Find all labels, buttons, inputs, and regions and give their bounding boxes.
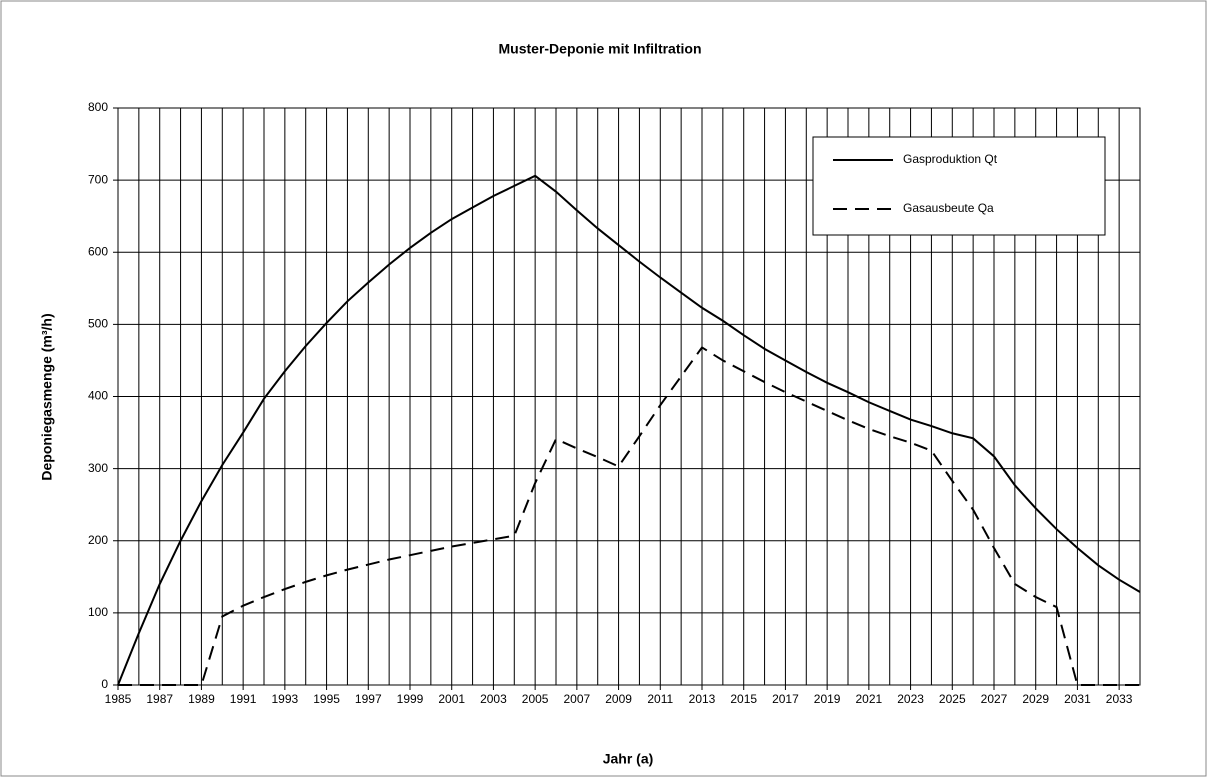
x-tick-label: 2027 [981, 692, 1008, 706]
x-tick-label: 2017 [772, 692, 799, 706]
x-tick-label: 2015 [730, 692, 757, 706]
x-tick-label: 2007 [564, 692, 591, 706]
y-axis-label: Deponiegasmenge (m³/h) [39, 313, 55, 480]
x-tick-label: 2025 [939, 692, 966, 706]
x-tick-label: 2005 [522, 692, 549, 706]
x-tick-label: 1985 [105, 692, 132, 706]
y-tick-label: 0 [101, 677, 108, 691]
y-tick-label: 500 [88, 317, 108, 331]
legend-box [812, 136, 1106, 236]
series-line [117, 174, 1141, 686]
legend-label: Gasausbeute Qa [903, 201, 994, 215]
y-tick-label: 200 [88, 533, 108, 547]
y-tick-label: 300 [88, 461, 108, 475]
series-line [118, 346, 1140, 686]
y-tick-label: 600 [88, 244, 108, 258]
x-tick-label: 2033 [1106, 692, 1133, 706]
y-tick-label: 800 [88, 100, 108, 114]
y-tick-label: 700 [88, 172, 108, 186]
x-tick-label: 1999 [397, 692, 424, 706]
x-tick-label: 2013 [689, 692, 716, 706]
x-tick-label: 2001 [438, 692, 465, 706]
x-tick-label: 1989 [188, 692, 215, 706]
x-tick-label: 2003 [480, 692, 507, 706]
y-tick-label: 100 [88, 605, 108, 619]
x-axis-label: Jahr (a) [603, 751, 654, 767]
x-tick-label: 2021 [856, 692, 883, 706]
chart-title: Muster-Deponie mit Infiltration [499, 41, 702, 57]
x-tick-label: 1991 [230, 692, 257, 706]
x-tick-label: 2031 [1064, 692, 1091, 706]
x-tick-label: 1993 [272, 692, 299, 706]
x-tick-label: 2009 [605, 692, 632, 706]
x-tick-label: 1987 [146, 692, 173, 706]
x-tick-label: 2029 [1022, 692, 1049, 706]
x-tick-label: 2019 [814, 692, 841, 706]
legend-label: Gasproduktion Qt [903, 152, 998, 166]
x-tick-label: 2023 [897, 692, 924, 706]
y-tick-label: 400 [88, 389, 108, 403]
x-tick-label: 1995 [313, 692, 340, 706]
x-tick-label: 2011 [647, 692, 673, 706]
x-tick-label: 1997 [355, 692, 382, 706]
